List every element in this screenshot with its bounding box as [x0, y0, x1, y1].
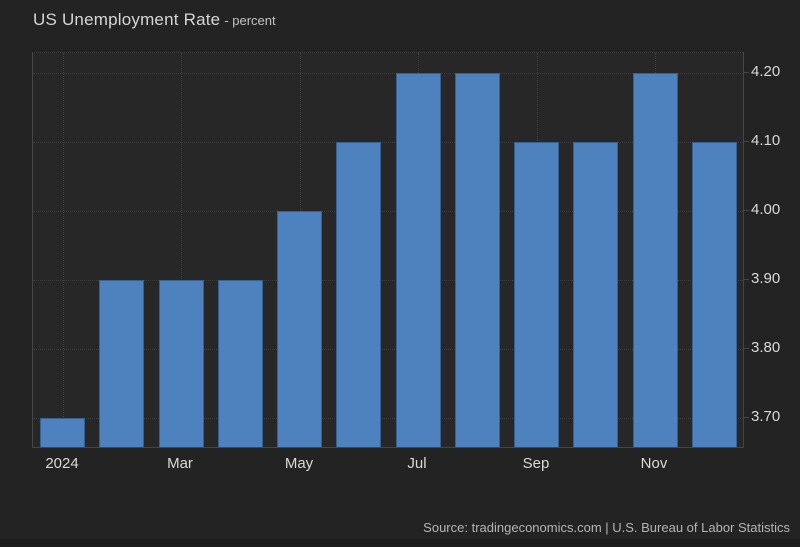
x-tick-label: Mar: [167, 455, 193, 472]
chart-header: US Unemployment Rate - percent: [33, 10, 276, 30]
gridline-h: [33, 417, 743, 419]
x-tick-label: May: [284, 455, 314, 472]
bar[interactable]: [159, 280, 204, 448]
gridline-v: [63, 53, 64, 447]
source-attribution: Source: tradingeconomics.com | U.S. Bure…: [423, 520, 790, 535]
bar[interactable]: [455, 73, 500, 448]
y-axis-tick: [743, 279, 749, 280]
y-tick-label: 3.90: [751, 270, 781, 287]
chart-title: US Unemployment Rate: [33, 10, 221, 29]
y-tick-label: 3.80: [751, 339, 781, 356]
gridline-h: [33, 72, 743, 74]
chart-subtitle: - percent: [224, 13, 276, 28]
gridline-v: [181, 53, 182, 447]
y-tick-label: 4.10: [751, 132, 781, 149]
x-tick-label: Jul: [407, 455, 427, 472]
y-axis-tick: [743, 72, 749, 73]
bottom-strip: [0, 539, 800, 547]
plot-area: [32, 52, 743, 448]
bar[interactable]: [396, 73, 441, 448]
x-tick-label: Nov: [640, 455, 668, 472]
bar[interactable]: [99, 280, 144, 448]
x-tick-label: 2024: [45, 455, 79, 472]
x-axis-line: [32, 447, 744, 448]
gridline-h: [33, 348, 743, 350]
bar[interactable]: [692, 142, 737, 448]
bar[interactable]: [218, 280, 263, 448]
bar[interactable]: [573, 142, 618, 448]
bar[interactable]: [633, 73, 678, 448]
gridline-h: [33, 279, 743, 281]
y-axis-line: [743, 52, 744, 448]
gridline-h: [33, 210, 743, 212]
y-axis-tick: [743, 348, 749, 349]
bar[interactable]: [514, 142, 559, 448]
gridline-h: [33, 141, 743, 143]
y-axis-tick: [743, 141, 749, 142]
y-tick-label: 4.00: [751, 201, 781, 218]
bar[interactable]: [336, 142, 381, 448]
bar[interactable]: [40, 418, 85, 448]
y-tick-label: 4.20: [751, 63, 781, 80]
y-tick-label: 3.70: [751, 408, 781, 425]
y-axis-tick: [743, 417, 749, 418]
y-axis-tick: [743, 210, 749, 211]
bar[interactable]: [277, 211, 322, 448]
x-tick-label: Sep: [522, 455, 550, 472]
